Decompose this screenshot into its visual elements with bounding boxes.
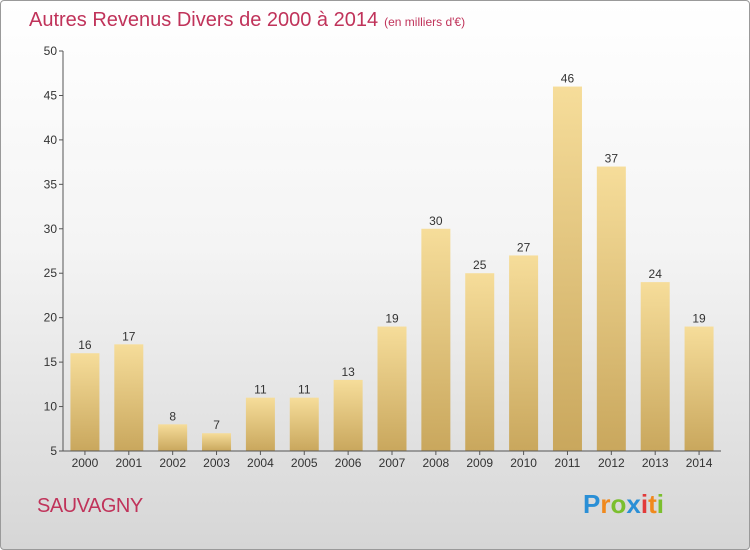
y-tick-label: 45 [44,88,58,102]
y-tick-label: 30 [44,222,58,236]
bar-2001 [114,344,144,451]
data-label: 24 [649,267,663,281]
data-label: 25 [473,258,487,272]
bar-2011 [552,86,582,452]
y-tick-label: 25 [44,266,58,280]
data-label: 37 [605,152,619,166]
y-tick-label: 10 [44,400,58,414]
data-label: 13 [341,365,355,379]
data-label: 19 [385,312,399,326]
y-tick-label: 40 [44,133,58,147]
x-tick-label: 2009 [466,456,493,470]
logo-letter: r [600,489,611,519]
data-label: 8 [169,409,176,423]
logo-letter: i [640,489,649,519]
bars-group: 16 17 8 7 11 11 13 19 30 25 27 46 37 24 19 [70,72,714,452]
data-label: 11 [254,383,267,397]
x-tick-label: 2013 [642,456,669,470]
chart-title-text: Autres Revenus Divers de 2000 à 2014 [29,9,379,31]
y-tick-label: 5 [50,444,57,458]
x-tick-label: 2008 [423,456,450,470]
proxiti-logo: Proxiti [583,489,664,520]
bar-2008 [421,228,451,451]
bar-2007 [377,326,407,451]
bar-2000 [70,353,100,451]
x-tick-label: 2007 [379,456,406,470]
bar-2006 [333,379,363,451]
logo-letter: x [626,489,641,519]
chart-subtitle: (en milliers d'€) [384,15,466,29]
y-tick-label: 20 [44,311,58,325]
bar-2013 [640,282,670,451]
data-label: 46 [561,72,575,86]
logo-letter: o [610,489,627,519]
data-label: 7 [213,418,220,432]
x-tick-label: 2002 [159,456,186,470]
bar-2010 [509,255,539,451]
bar-2002 [158,424,188,451]
data-label: 30 [429,214,443,228]
x-tick-label: 2014 [686,456,713,470]
x-tick-label: 2011 [555,456,581,470]
bar-2004 [245,397,275,451]
x-tick-label: 2000 [72,456,99,470]
logo-letter: i [656,489,664,519]
y-tick-label: 35 [44,177,58,191]
bar-2003 [202,433,232,451]
data-label: 27 [517,240,531,254]
bar-2005 [289,397,319,451]
axes-group: 5 10 15 20 25 30 35 40 45 50 2000 2001 2002 2003 2004 2… [44,44,721,470]
x-tick-label: 2004 [247,456,274,470]
data-label: 16 [78,338,92,352]
x-tick-label: 2001 [115,456,142,470]
x-tick-label: 2006 [335,456,362,470]
x-tick-label: 2012 [598,456,625,470]
logo-letter: P [583,489,601,519]
y-tick-label: 15 [44,355,58,369]
x-tick-label: 2010 [510,456,537,470]
data-label: 19 [692,312,706,326]
x-tick-label: 2003 [203,456,230,470]
bar-2014 [684,326,714,451]
chart-title: Autres Revenus Divers de 2000 à 2014 (en … [29,9,465,32]
logo-letter: t [648,489,657,519]
x-tick-label: 2005 [291,456,318,470]
bar-2009 [465,273,495,451]
data-label: 11 [298,383,311,397]
y-tick-label: 50 [44,44,58,58]
data-label: 17 [122,329,136,343]
location-label: SAUVAGNY [37,495,143,517]
bar-2012 [596,166,626,452]
